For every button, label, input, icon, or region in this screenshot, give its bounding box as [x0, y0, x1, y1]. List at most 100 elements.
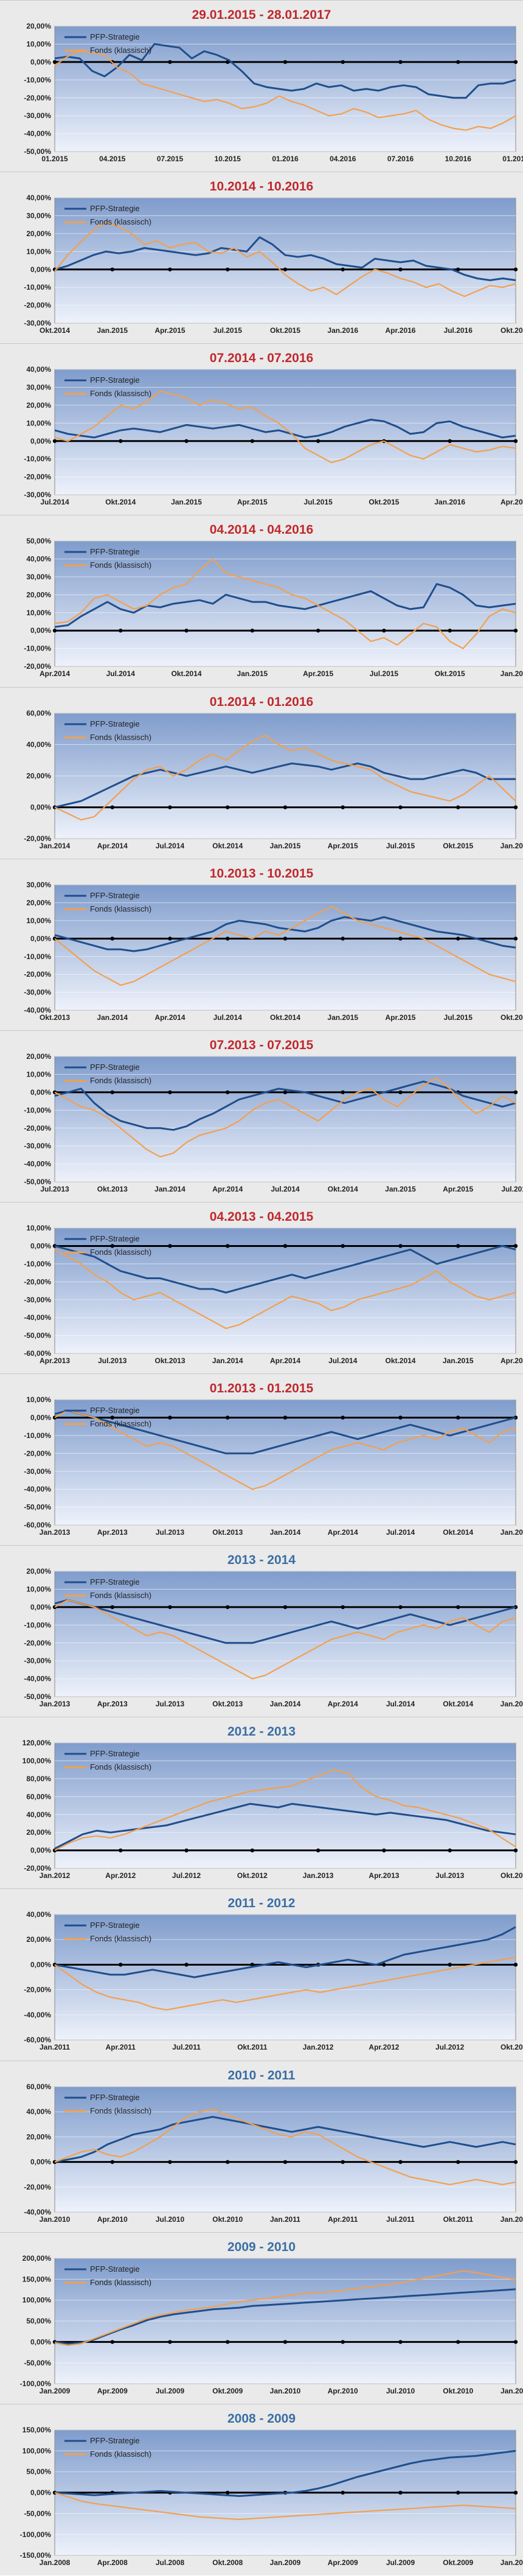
zero-line-marker [168, 805, 172, 809]
x-tick-label: Apr.2015 [237, 498, 268, 506]
x-tick-label: Apr.2013 [97, 1528, 128, 1537]
series-line-strategy [54, 762, 516, 808]
zero-line-marker [398, 1090, 403, 1094]
chart-panel: 07.2014 - 07.2016 40,00% 30,00% 20,00% 10,00… [0, 343, 523, 515]
zero-line-marker [398, 1415, 403, 1420]
x-tick-label: Jan.2016 [434, 498, 465, 506]
chart-svg: 2011 - 2012 40,00% 20,00% 0,00% -20,00% -40,0… [24, 1896, 523, 2051]
zero-line-marker [341, 60, 345, 65]
y-tick-label: -30,00% [24, 490, 51, 499]
x-tick-label: Jul.2008 [156, 2558, 185, 2567]
zero-line-marker [513, 439, 518, 444]
y-tick-label: 30,00% [26, 383, 51, 392]
y-tick-label: -20,00% [24, 1986, 51, 1994]
x-tick-label: Jul.2015 [386, 842, 415, 850]
series-line-strategy [54, 419, 516, 439]
y-tick-label: -10,00% [24, 1260, 51, 1268]
series-line-strategy [54, 583, 516, 629]
y-tick-label: 20,00% [26, 401, 51, 410]
y-tick-label: -10,00% [24, 644, 51, 653]
series-line-strategy [54, 1244, 516, 1294]
zero-line-marker [168, 1090, 172, 1094]
x-tick-label: Jul.2011 [386, 2215, 415, 2224]
chart-title: 29.01.2015 - 28.01.2017 [192, 8, 331, 22]
series-line-strategy [54, 1599, 516, 1644]
chart-title: 07.2013 - 07.2015 [210, 1038, 314, 1052]
zero-line-marker [341, 1090, 345, 1094]
series-line-fund [54, 1769, 516, 1851]
x-tick-label: Jan.2009 [270, 2558, 301, 2567]
y-tick-label: 0,00% [30, 265, 51, 274]
chart-panel: 2013 - 2014 20,00% 10,00% 0,00% -10,00% -20,0… [0, 1545, 523, 1717]
plot-area [54, 2086, 516, 2213]
x-tick-label: Okt.2014 [443, 1528, 473, 1537]
chart-title: 01.2014 - 01.2016 [210, 694, 313, 708]
x-tick-label: Apr.2011 [328, 2215, 358, 2224]
y-tick-label: 60,00% [26, 708, 51, 717]
y-tick-label: -40,00% [24, 1485, 51, 1493]
zero-line-marker [513, 60, 518, 65]
x-tick-label: Jul.2010 [156, 2215, 185, 2224]
x-tick-label: Apr.2015 [303, 670, 333, 679]
x-tick-label: Apr.2014 [328, 1700, 358, 1708]
zero-line-marker [226, 2339, 230, 2344]
x-tick-label: Okt.2015 [443, 842, 473, 850]
x-tick-label: Jul.2016 [444, 326, 473, 335]
x-tick-label: Jan.2010 [500, 2558, 523, 2567]
zero-line-marker [184, 629, 189, 633]
y-tick-label: 30,00% [26, 881, 51, 889]
y-tick-label: 0,00% [30, 1603, 51, 1611]
zero-line-marker [250, 1848, 255, 1853]
zero-line-marker [168, 1605, 172, 1610]
legend-label-strategy: PFP-Strategie [90, 891, 140, 900]
x-tick-label: Jan.2015 [385, 1185, 416, 1193]
y-tick-label: 10,00% [26, 609, 51, 617]
zero-line-marker [250, 439, 255, 444]
series-line-fund [54, 1956, 516, 2011]
zero-line-marker [513, 1090, 518, 1094]
series-line-fund [54, 1409, 516, 1490]
x-tick-label: Apr.2014 [40, 670, 70, 679]
y-tick-label: 150,00% [23, 2275, 52, 2283]
x-tick-label: Okt.2013 [212, 1700, 243, 1708]
y-tick-label: -10,00% [24, 952, 51, 960]
x-tick-label: Okt.2008 [212, 2558, 243, 2567]
x-tick-label: Jan.2014 [270, 1528, 301, 1537]
y-tick-label: -30,00% [24, 1296, 51, 1304]
x-tick-label: Jan.2016 [500, 670, 523, 679]
zero-line-marker [168, 2159, 172, 2164]
zero-line-marker [456, 1415, 460, 1420]
legend-label-strategy: PFP-Strategie [90, 1577, 140, 1586]
zero-line-marker [341, 2490, 345, 2495]
y-tick-label: 0,00% [30, 1241, 51, 1250]
x-tick-label: Okt.2014 [40, 326, 70, 335]
x-tick-label: Okt.2009 [443, 2558, 473, 2567]
chart-title: 10.2013 - 10.2015 [210, 867, 314, 881]
x-tick-label: Okt.2010 [212, 2215, 243, 2224]
y-tick-label: -20,00% [24, 663, 51, 671]
chart-panel: 29.01.2015 - 28.01.2017 20,00% 10,00% 0,00%… [0, 0, 523, 172]
y-tick-label: 150,00% [23, 2426, 52, 2434]
chart-title: 01.2013 - 01.2015 [210, 1381, 314, 1395]
zero-line-marker [250, 629, 255, 633]
series-line-strategy [54, 43, 516, 99]
x-tick-label: Jan.2015 [97, 326, 128, 335]
y-tick-label: 20,00% [26, 1052, 51, 1061]
chart-svg: 2012 - 2013 120,00% 100,00% 80,00% 60,00% 40,… [23, 1725, 523, 1880]
x-tick-label: Apr.2014 [97, 842, 128, 850]
zero-line-marker [513, 2159, 518, 2164]
zero-line-marker [226, 2159, 230, 2164]
series-line-strategy [54, 1926, 516, 1978]
y-tick-label: 0,00% [30, 2488, 51, 2497]
zero-line-marker [184, 1963, 189, 1967]
y-tick-label: 20,00% [26, 2132, 51, 2141]
y-tick-label: -60,00% [24, 2036, 51, 2045]
x-tick-label: Jan.2013 [303, 1871, 334, 1880]
y-tick-label: -50,00% [24, 2358, 51, 2367]
y-tick-label: 20,00% [26, 229, 51, 238]
chart-title: 2013 - 2014 [227, 1553, 296, 1567]
x-tick-label: Okt.2010 [443, 2387, 473, 2395]
x-tick-label: Apr.2015 [500, 1356, 523, 1365]
x-tick-label: Apr.2008 [97, 2558, 128, 2567]
